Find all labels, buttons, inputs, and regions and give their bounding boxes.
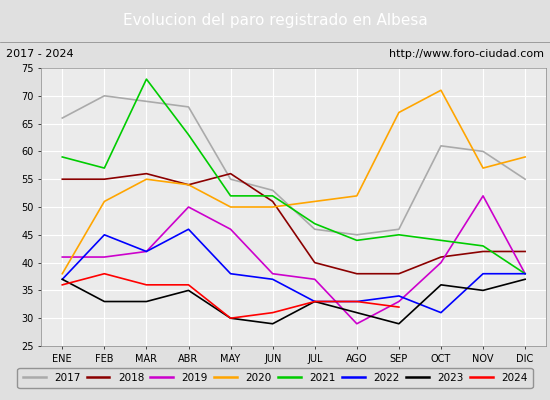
Text: 2017 - 2024: 2017 - 2024: [6, 49, 73, 59]
Legend: 2017, 2018, 2019, 2020, 2021, 2022, 2023, 2024: 2017, 2018, 2019, 2020, 2021, 2022, 2023…: [18, 368, 532, 388]
Text: Evolucion del paro registrado en Albesa: Evolucion del paro registrado en Albesa: [123, 14, 427, 28]
Text: http://www.foro-ciudad.com: http://www.foro-ciudad.com: [389, 49, 544, 59]
